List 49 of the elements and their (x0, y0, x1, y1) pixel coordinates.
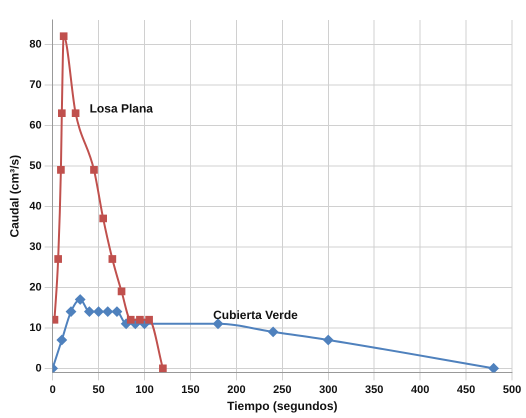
y-tick-label: 30 (29, 240, 42, 253)
point (126, 316, 135, 324)
y-tick-label: 60 (29, 119, 42, 132)
y-tick-label: 70 (29, 78, 42, 91)
point (136, 316, 144, 324)
y-tick-label: 40 (29, 200, 42, 212)
x-tick-label: 150 (181, 384, 200, 396)
point (56, 334, 67, 345)
y-axis-title: Caudal (cm³/s) (8, 154, 22, 238)
point (108, 255, 116, 263)
point (66, 306, 76, 317)
point (58, 109, 66, 117)
point (57, 166, 65, 174)
y-tick-label: 50 (29, 160, 42, 172)
point (75, 294, 86, 304)
point (268, 326, 278, 337)
point (84, 306, 94, 317)
point (145, 316, 153, 324)
x-tick-label: 350 (365, 384, 384, 396)
x-axis-title: Tiempo (segundos) (227, 399, 338, 414)
point (99, 214, 107, 222)
x-tick-label: 300 (319, 384, 338, 396)
point (94, 306, 104, 317)
point (121, 318, 132, 329)
series-label: Losa Plana (90, 101, 154, 116)
x-tick-label: 450 (456, 384, 476, 396)
x-tick-label: 0 (50, 384, 56, 396)
point (323, 334, 334, 345)
x-tick-label: 400 (410, 384, 430, 396)
point (118, 288, 126, 296)
y-tick-label: 80 (29, 38, 42, 50)
point (60, 32, 68, 40)
point (112, 306, 122, 317)
y-tick-label: 10 (29, 322, 42, 334)
x-tick-label: 100 (135, 384, 154, 396)
point (159, 364, 167, 372)
point (90, 166, 98, 174)
point (72, 109, 80, 117)
x-tick-label: 50 (92, 384, 105, 396)
y-tick-label: 20 (29, 281, 42, 294)
x-tick-label: 250 (273, 384, 292, 396)
x-tick-label: 500 (502, 384, 522, 396)
point (213, 318, 224, 329)
series-label: Cubierta Verde (213, 308, 298, 322)
point (54, 255, 62, 263)
point (488, 363, 499, 372)
point (102, 306, 113, 317)
y-tick-label: 0 (36, 362, 42, 374)
x-tick-label: 200 (227, 384, 246, 396)
